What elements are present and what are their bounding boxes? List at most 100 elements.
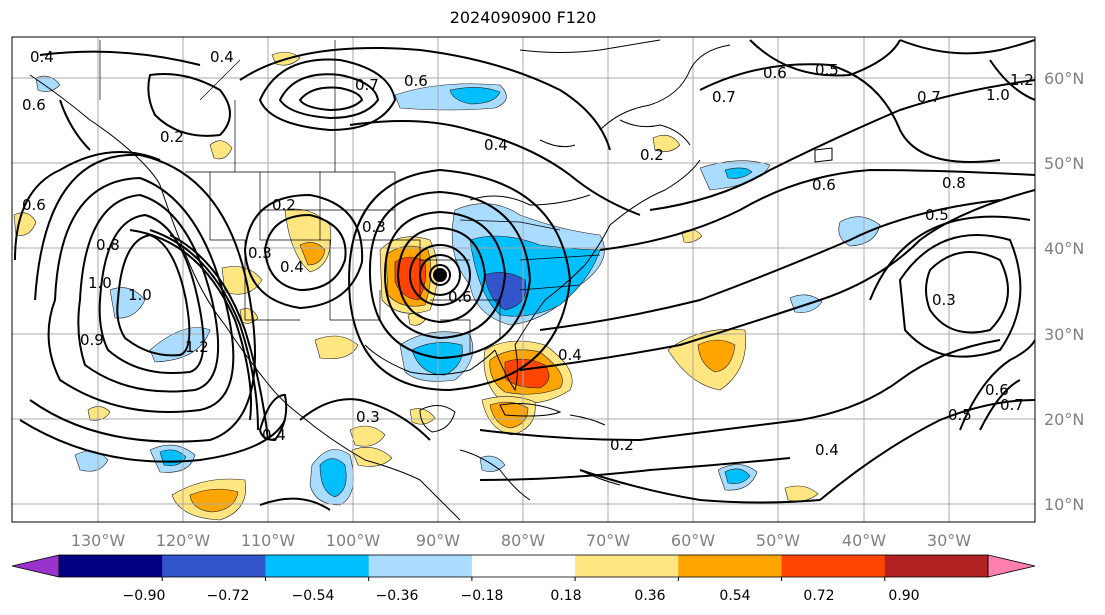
pos-shade-texas	[314, 335, 359, 359]
gridlines	[12, 37, 1035, 522]
contour-label: 0.7	[917, 88, 941, 106]
lat-label: 20°N	[1044, 410, 1084, 429]
colorbar-tick: −0.72	[207, 588, 250, 604]
coastlines	[29, 39, 833, 521]
contour-label: 0.4	[30, 48, 54, 66]
contour-label: 0.6	[985, 381, 1009, 399]
pos-shade-greenland	[652, 134, 681, 152]
lat-label: 60°N	[1044, 69, 1084, 88]
contour-label: 0.4	[558, 346, 582, 364]
contour-label: 0.7	[355, 76, 379, 94]
pos-shade-mexico	[349, 425, 386, 447]
colorbar-frame	[58, 554, 989, 578]
contour-label: 0.9	[80, 331, 104, 349]
lon-label: 40°W	[842, 531, 886, 550]
colorbar-segment	[575, 555, 679, 577]
colorbar-tick: 0.36	[634, 588, 665, 604]
neg-shade-alaska	[35, 75, 61, 92]
pos-shade-florida-core	[504, 358, 550, 389]
colorbar-tick: −0.90	[123, 588, 166, 604]
map-frame	[11, 36, 1036, 523]
colorbar-segment	[678, 555, 783, 577]
lon-label: 130°W	[71, 531, 126, 550]
neg-shade-labrador-core	[724, 167, 753, 179]
contour-label: 0.6	[448, 288, 472, 306]
contour-label: 0.3	[356, 408, 380, 426]
colorbar	[11, 554, 1036, 581]
colorbar-segment	[162, 555, 266, 577]
colorbar-tick: 0.54	[719, 588, 750, 604]
contour-label: 0.2	[610, 436, 634, 454]
contour-label: 0.4	[262, 426, 286, 444]
contour-label: 0.2	[160, 128, 184, 146]
pos-shade-tropatl2	[784, 485, 819, 502]
colorbar-tick: 0.90	[888, 588, 919, 604]
contour-label: 0.4	[484, 136, 508, 154]
colorbar-segment	[265, 555, 370, 577]
contour-label: 0.7	[712, 88, 736, 106]
contour-label: 0.5	[815, 61, 839, 79]
contour-label: 0.6	[404, 72, 428, 90]
contour-labels: 0.4 0.4 0.6 0.7 0.6 0.5 1.2 1.0 0.6 0.7 …	[22, 48, 1034, 459]
lat-label: 10°N	[1044, 495, 1084, 514]
lon-label: 110°W	[241, 531, 296, 550]
colorbar-tick: 0.72	[803, 588, 834, 604]
contour-label: 0.3	[248, 244, 272, 262]
longitude-labels: 130°W 120°W 110°W 100°W 90°W 80°W 70°W 6…	[71, 531, 971, 550]
pos-shade-atl-center-core	[697, 339, 736, 373]
lat-label: 40°N	[1044, 239, 1084, 258]
lon-label: 90°W	[416, 531, 460, 550]
contour-label: 1.2	[1010, 71, 1034, 89]
neg-shade-hudson-core	[449, 87, 501, 105]
contour-label: 0.2	[272, 196, 296, 214]
neg-shade-pacific2-core	[319, 458, 347, 498]
colorbar-tick: 0.18	[550, 588, 581, 604]
pos-shade-sw	[221, 266, 263, 295]
contour-label: 0.4	[815, 441, 839, 459]
lon-label: 30°W	[927, 531, 971, 550]
lon-label: 60°W	[671, 531, 715, 550]
neg-shade-atlantic	[838, 216, 881, 247]
contour-label: 0.4	[210, 48, 234, 66]
contour-label: 1.2	[185, 338, 209, 356]
pos-shade-bc	[209, 140, 233, 160]
lon-label: 50°W	[756, 531, 800, 550]
contour-label: 0.8	[942, 174, 966, 192]
lat-label: 50°N	[1044, 154, 1084, 173]
contour-label: 0.3	[932, 291, 956, 309]
colorbar-segment	[471, 555, 576, 577]
colorbar-segment	[781, 555, 886, 577]
colorbar-tick: −0.54	[292, 588, 335, 604]
colorbar-tick-labels: −0.90 −0.72 −0.54 −0.36 −0.18 0.18 0.36 …	[123, 588, 920, 604]
lon-label: 100°W	[326, 531, 381, 550]
contour-label: 0.4	[280, 258, 304, 276]
contour-label: 1.0	[128, 286, 152, 304]
contour-label: 1.0	[88, 274, 112, 292]
contour-label: 0.6	[22, 196, 46, 214]
lon-label: 70°W	[586, 531, 630, 550]
latitude-labels: 60°N 50°N 40°N 30°N 20°N 10°N	[1044, 69, 1084, 514]
contour-label: 0.6	[763, 64, 787, 82]
low-center-marker	[433, 268, 447, 282]
colorbar-segment	[884, 555, 989, 577]
neg-shade-carib	[479, 455, 506, 472]
pos-shade-pacific-s-core	[189, 488, 239, 513]
contour-label: 1.0	[986, 86, 1010, 104]
lon-label: 80°W	[501, 531, 545, 550]
pos-shade-mexico2	[351, 447, 393, 467]
neg-shade-baja	[149, 327, 211, 363]
neg-shade-gulf-core	[411, 342, 463, 376]
colorbar-tick: −0.36	[376, 588, 419, 604]
colorbar-extend-min	[11, 554, 60, 578]
neg-shade-tropatl-core	[724, 468, 751, 484]
contour-label: 0.6	[22, 96, 46, 114]
contour-label: 0.7	[1000, 396, 1024, 414]
colorbar-tick: −0.18	[461, 588, 504, 604]
contour-label: 0.5	[948, 406, 972, 424]
map-title: 2024090900 F120	[449, 8, 597, 27]
colorbar-segment	[368, 555, 473, 577]
contour-label: 0.8	[96, 236, 120, 254]
contour-label: 0.3	[362, 218, 386, 236]
contour-label: 0.2	[640, 146, 664, 164]
